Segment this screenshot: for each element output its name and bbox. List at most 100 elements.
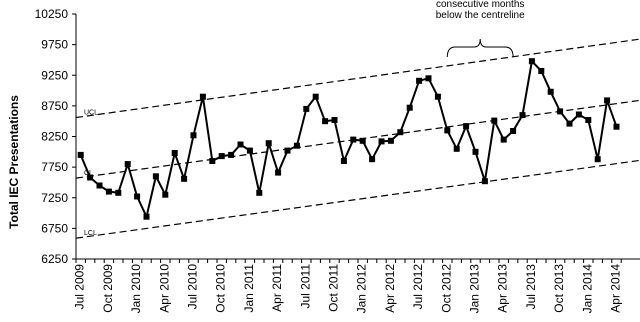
data-point [322,118,329,125]
data-point [77,151,84,158]
y-tick-label: 6750 [41,221,68,235]
y-axis-label: Total IEC Presentations [7,95,21,229]
data-point [237,141,244,148]
data-point [246,147,253,154]
data-point [416,77,423,84]
annotation-text: consecutive months [436,0,524,10]
data-point [340,158,347,164]
x-tick-label: Oct 2013 [552,264,566,313]
data-point [528,58,535,65]
data-point [115,189,122,196]
x-tick-label: Oct 2011 [327,264,341,312]
y-tick-label: 9750 [41,38,68,52]
x-tick-label: Apr 2013 [496,264,510,313]
y-tick-label: 7750 [41,160,68,174]
data-point [491,117,498,124]
data-point [585,117,592,123]
data-point [463,123,470,130]
data-point [284,147,291,154]
x-tick-label: Oct 2009 [101,264,115,313]
x-tick-label: Apr 2014 [609,264,623,313]
y-tick-label: 6250 [41,252,68,266]
annotation-text: below the centreline [436,10,525,21]
data-point [331,117,338,123]
x-tick-label: Jul 2013 [524,264,538,310]
data-point [134,193,141,200]
data-point [162,191,169,198]
x-tick-label: Jul 2012 [411,264,425,310]
data-point [124,161,131,168]
data-point [209,158,216,164]
x-tick-label: Jul 2010 [186,264,200,310]
x-tick-label: Jul 2009 [73,264,87,310]
data-point [481,178,488,185]
data-point [387,137,394,144]
data-point [406,104,413,111]
annotation-brace [446,38,514,58]
y-tick-label: 8750 [41,99,68,113]
data-point [293,142,300,149]
data-point [256,189,263,196]
lcl-label: LCL [84,230,97,237]
data-point [613,123,620,130]
data-point [538,68,545,74]
x-axis: Jul 2009 Oct 2009 Jan 2010 Apr 2010 Jul 2010… [73,258,640,314]
data-point [434,93,441,100]
x-tick-label: Oct 2010 [214,264,228,313]
data-point [604,97,611,104]
data-point [303,105,310,112]
data-point [190,132,197,139]
data-point [350,136,357,143]
x-tick-label: Jan 2012 [355,264,369,314]
data-point [199,93,206,100]
x-tick-label: Apr 2010 [157,264,171,313]
data-point [275,169,282,176]
data-point [378,138,385,145]
y-tick-label: 8250 [41,130,68,144]
data-point [152,173,159,180]
x-tick-label: Apr 2011 [270,264,284,312]
data-point [87,174,94,181]
data-point [566,120,573,127]
data-point [171,150,178,156]
series-line [79,59,618,220]
data-point [519,112,526,119]
data-point [453,145,460,152]
x-tick-label: Jan 2014 [580,264,594,314]
data-point [181,175,188,182]
data-point [397,129,404,136]
y-tick-label: 9250 [41,68,68,82]
y-tick-label: 7250 [41,191,68,205]
ucl-label: UCL [84,110,98,117]
y-tick-label: 10250 [35,7,69,21]
data-point [472,148,479,155]
data-point [369,156,376,163]
data-point [143,213,150,220]
ucl-line [75,38,640,119]
data-point [557,108,564,115]
data-point [575,111,582,118]
data-point [359,137,366,144]
centre-line [75,99,640,179]
lcl-line [75,159,640,239]
data-point [228,151,235,158]
data-point [96,182,103,189]
data-point [510,128,517,134]
x-tick-label: Jan 2010 [129,264,143,314]
data-point [265,140,272,147]
x-tick-label: Oct 2012 [439,264,453,313]
x-tick-label: Jan 2013 [468,264,482,314]
data-point [312,93,319,100]
data-point [500,136,507,143]
x-tick-label: Apr 2012 [383,264,397,313]
data-point [444,127,451,134]
y-axis: 6250 6750 7250 7750 8250 8750 9250 9750 10250 [35,7,77,266]
series-total-iec [77,58,620,220]
data-point [218,153,225,160]
data-point [547,88,554,95]
data-point [105,188,112,195]
x-tick-label: Jan 2011 [242,264,256,313]
